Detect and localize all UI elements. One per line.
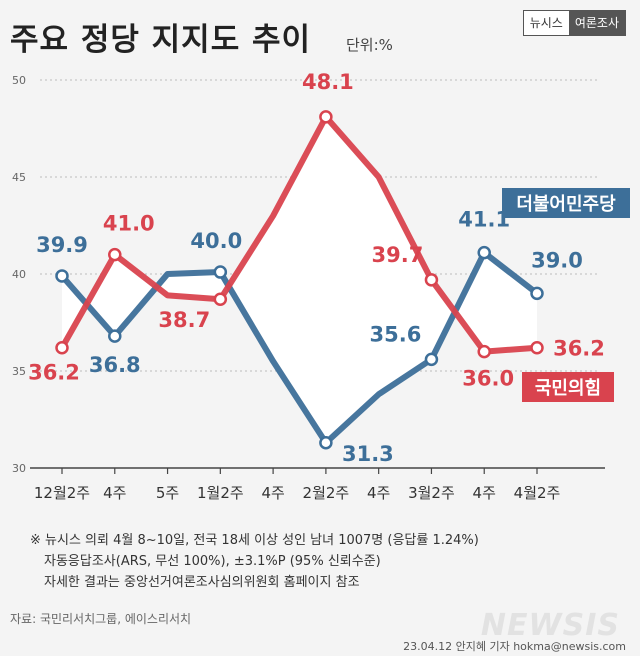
x-tick-label: 3월2주 bbox=[408, 484, 455, 502]
data-point bbox=[319, 436, 333, 450]
source-text: 자료: 국민리서치그룹, 에이스리서치 bbox=[10, 612, 192, 626]
legend-box bbox=[522, 372, 614, 402]
data-label: 38.7 bbox=[158, 308, 210, 332]
x-tick-label: 4주 bbox=[473, 484, 496, 502]
note-line: 자세한 결과는 중앙선거여론조사심의위원회 홈페이지 참조 bbox=[44, 575, 360, 590]
unit-label: 단위:% bbox=[346, 36, 393, 54]
data-label: 36.0 bbox=[462, 367, 514, 391]
data-point bbox=[424, 273, 439, 287]
x-tick-label: 4주 bbox=[103, 484, 126, 502]
x-tick-label: 2월2주 bbox=[303, 484, 350, 502]
legend-label: 더불어민주당 bbox=[516, 194, 616, 215]
badge-category: 여론조사 bbox=[568, 11, 625, 35]
data-label: 40.0 bbox=[190, 229, 242, 253]
watermark-logo: NEWSIS bbox=[480, 608, 620, 643]
page-title: 주요 정당 지지도 추이 bbox=[10, 22, 312, 58]
x-tick-label: 4주 bbox=[367, 484, 390, 502]
data-point bbox=[108, 329, 122, 343]
y-tick-label: 40 bbox=[12, 268, 26, 281]
legend-box bbox=[502, 188, 630, 218]
data-label: 39.0 bbox=[531, 248, 583, 272]
survey-notes: ※ 뉴시스 의뢰 4월 8~10일, 전국 18세 이상 성인 남녀 1007명… bbox=[30, 530, 479, 593]
legend-label: 국민의힘 bbox=[535, 378, 601, 399]
x-tick-label: 1월2주 bbox=[197, 484, 244, 502]
data-label: 35.6 bbox=[370, 322, 422, 346]
data-point bbox=[477, 245, 491, 260]
data-label: 36.8 bbox=[89, 353, 141, 377]
x-tick-label: 5주 bbox=[156, 484, 179, 502]
note-line: 자동응답조사(ARS, 무선 100%), ±3.1%P (95% 신뢰수준) bbox=[44, 554, 381, 569]
data-point bbox=[108, 247, 122, 262]
data-point bbox=[55, 340, 69, 355]
badge-publisher: 뉴시스 bbox=[523, 11, 569, 35]
y-tick-label: 50 bbox=[12, 74, 26, 87]
data-point bbox=[530, 286, 544, 301]
series-line bbox=[59, 113, 538, 355]
y-tick-label: 45 bbox=[12, 171, 26, 184]
y-tick-label: 30 bbox=[12, 462, 26, 475]
data-point bbox=[213, 265, 228, 279]
y-tick-label: 35 bbox=[12, 365, 26, 378]
data-label: 41.0 bbox=[103, 212, 155, 236]
data-point bbox=[530, 340, 544, 355]
data-label: 41.1 bbox=[458, 208, 510, 232]
data-point bbox=[55, 269, 69, 283]
x-tick-label: 12월2주 bbox=[34, 484, 90, 502]
data-point bbox=[213, 292, 228, 306]
note-line: ※ 뉴시스 의뢰 4월 8~10일, 전국 18세 이상 성인 남녀 1007명… bbox=[30, 533, 479, 548]
x-tick-label: 4주 bbox=[261, 484, 284, 502]
publisher-badge: 뉴시스 여론조사 bbox=[522, 10, 626, 36]
data-label: 48.1 bbox=[302, 70, 354, 94]
data-point bbox=[319, 110, 333, 124]
data-label: 36.2 bbox=[28, 361, 80, 385]
data-point bbox=[424, 352, 439, 367]
data-label: 36.2 bbox=[553, 337, 605, 361]
x-tick-label: 4월2주 bbox=[514, 484, 561, 502]
data-label: 31.3 bbox=[342, 442, 394, 466]
credit-text: 23.04.12 안지혜 기자 hokma@newsis.com bbox=[403, 640, 626, 653]
data-label: 39.7 bbox=[372, 243, 424, 267]
line-chart: 30 35 40 45 50 12월2주 4주 5주 1월2주 4주 2월2주 4주 3월2주 4주 4월2… bbox=[12, 70, 630, 502]
data-point bbox=[477, 344, 491, 359]
series-gap-fill bbox=[62, 116, 537, 443]
series-line bbox=[59, 249, 539, 446]
data-label: 39.9 bbox=[36, 233, 88, 257]
